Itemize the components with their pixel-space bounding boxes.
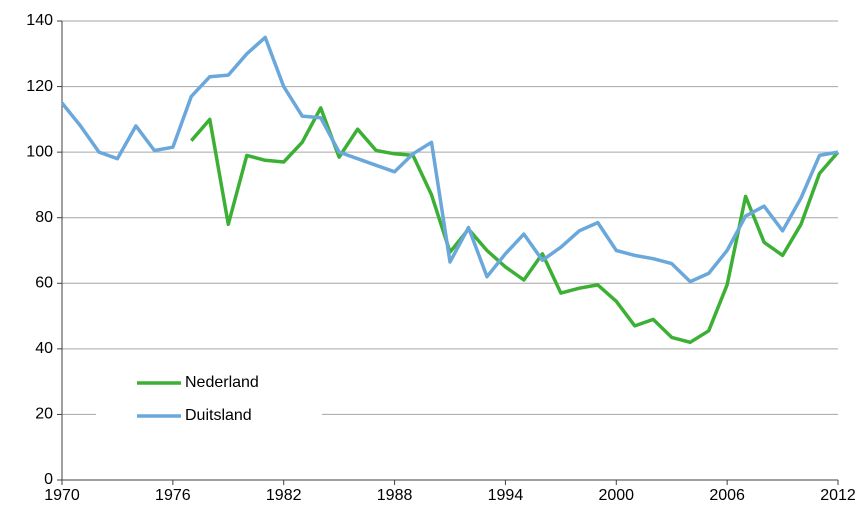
line-series <box>60 35 839 284</box>
x-tick-label: 1988 <box>377 487 413 504</box>
y-tick-label: 20 <box>35 406 53 423</box>
y-tick-label: 80 <box>35 209 53 226</box>
x-tick-label: 1994 <box>488 487 524 504</box>
legend-label: Duitsland <box>185 407 252 424</box>
x-tick-label: 1982 <box>266 487 302 504</box>
y-tick-label: 0 <box>44 471 53 488</box>
y-tick-label: 120 <box>26 78 53 95</box>
y-tick-label: 100 <box>26 143 53 160</box>
legend-label: Nederland <box>185 374 259 391</box>
y-tick-label: 140 <box>26 12 53 29</box>
legend-box <box>96 366 322 432</box>
x-tick-label: 2000 <box>598 487 634 504</box>
line-series <box>189 106 840 345</box>
y-tick-label: 60 <box>35 275 53 292</box>
x-tick-label: 1976 <box>155 487 191 504</box>
x-tick-label: 2006 <box>709 487 745 504</box>
y-tick-label: 40 <box>35 340 53 357</box>
x-tick-label: 1970 <box>44 487 80 504</box>
x-tick-label: 2012 <box>820 487 856 504</box>
